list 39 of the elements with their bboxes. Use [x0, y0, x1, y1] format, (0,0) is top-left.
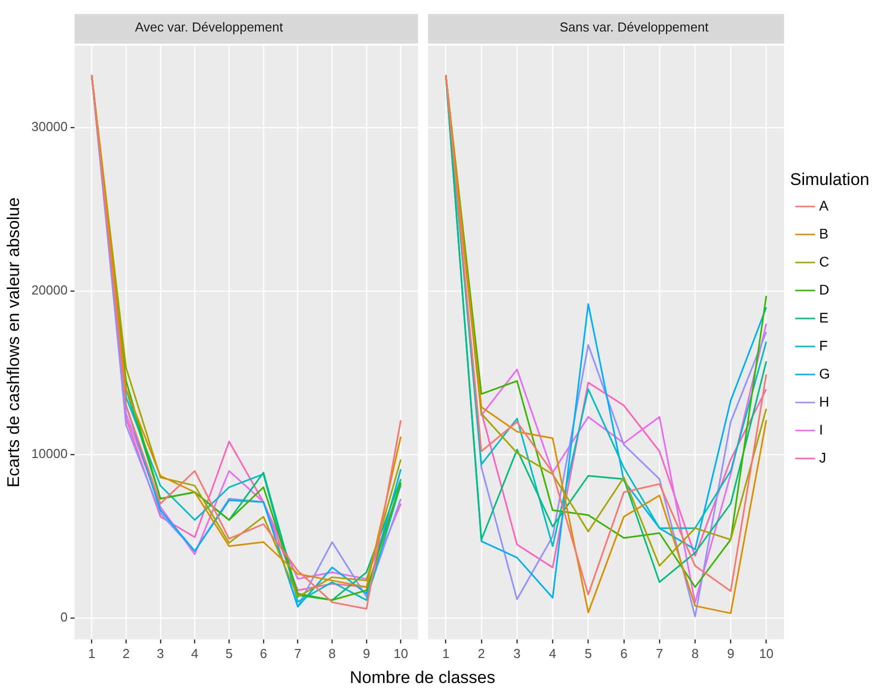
x-tick-label: 2: [122, 646, 130, 661]
x-tick-label: 1: [88, 646, 96, 661]
x-tick-label: 4: [191, 646, 198, 661]
y-axis-title: Ecarts de cashflows en valeur absolue: [4, 197, 23, 488]
y-tick-label: 30000: [31, 118, 68, 134]
x-tick-label: 6: [620, 646, 628, 661]
legend-label: F: [819, 337, 828, 354]
chart-title: Sans var. Développement: [560, 19, 709, 34]
x-tick-label: 3: [513, 646, 521, 661]
legend-label: H: [819, 393, 830, 410]
chart-title: Avec var. Développement: [135, 19, 284, 34]
legend-label: J: [819, 449, 826, 466]
x-tick-label: 10: [759, 646, 774, 661]
legend-label: A: [819, 197, 830, 214]
x-axis-title: Nombre de classes: [348, 668, 496, 688]
legend-label: B: [819, 225, 828, 242]
x-tick-label: 1: [442, 646, 450, 661]
x-tick-label: 3: [156, 646, 164, 661]
legend-label: E: [819, 309, 828, 326]
x-tick-label: 6: [260, 646, 268, 661]
x-tick-label: 5: [225, 646, 233, 661]
x-tick-label: 5: [584, 646, 592, 661]
x-tick-label: 2: [478, 646, 486, 661]
x-tick-label: 9: [727, 646, 734, 661]
x-tick-label: 7: [656, 646, 664, 661]
legend-label: C: [819, 253, 830, 270]
y-tick-label: 10000: [31, 446, 68, 462]
x-tick-label: 9: [362, 646, 370, 661]
x-tick-label: 7: [294, 646, 302, 661]
x-tick-label: 8: [691, 646, 699, 661]
legend-label: G: [819, 365, 830, 382]
x-tick-label: 4: [549, 646, 556, 661]
legend-label: I: [819, 421, 823, 438]
x-tick-label: 10: [394, 646, 408, 661]
legend-label: D: [819, 281, 830, 298]
y-tick-label: 20000: [31, 282, 68, 298]
legend-title: Simulation: [790, 170, 870, 190]
x-tick-label: 8: [328, 646, 336, 661]
y-tick-label: 0: [60, 610, 68, 625]
